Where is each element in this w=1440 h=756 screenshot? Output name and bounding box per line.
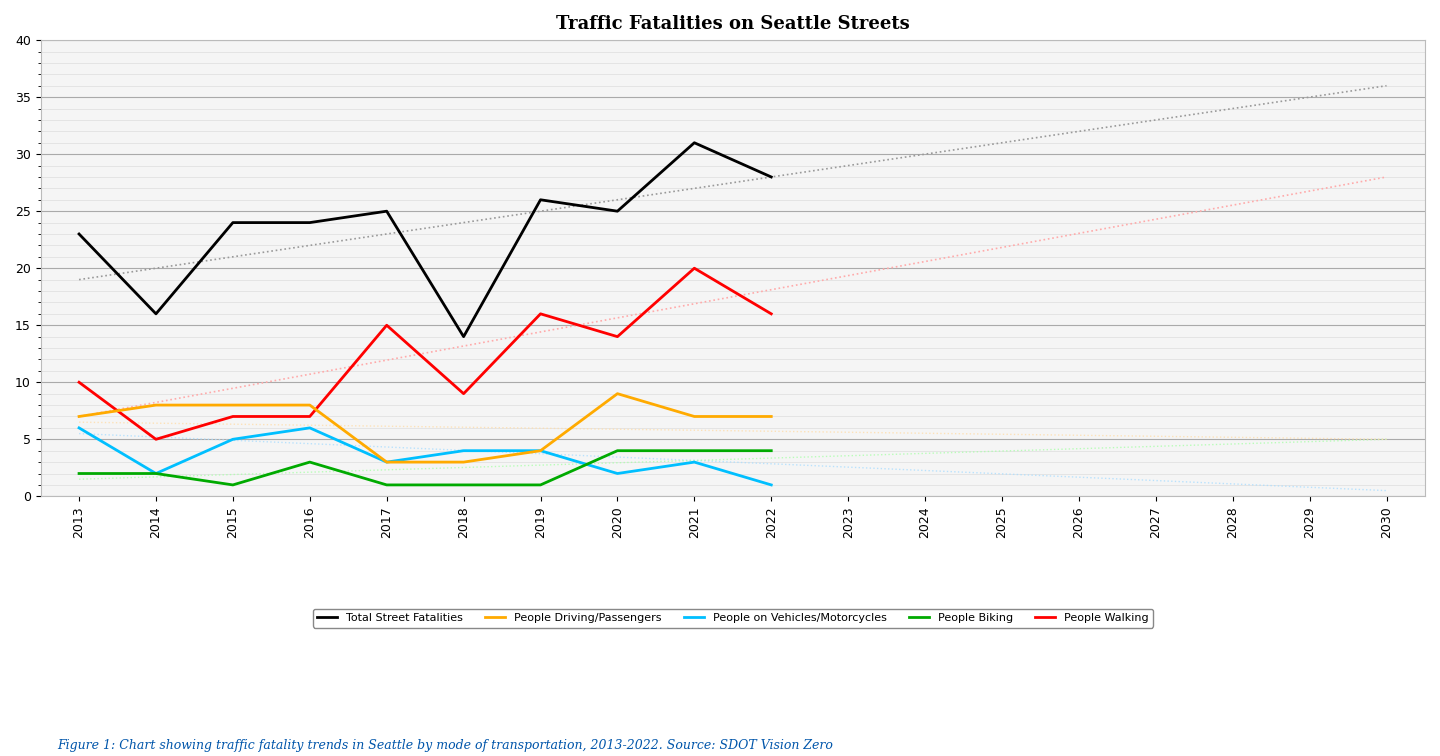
Text: Figure 1: Chart showing traffic fatality trends in Seattle by mode of transporta: Figure 1: Chart showing traffic fatality… — [58, 739, 834, 752]
Title: Traffic Fatalities on Seattle Streets: Traffic Fatalities on Seattle Streets — [556, 15, 910, 33]
Legend: Total Street Fatalities, People Driving/Passengers, People on Vehicles/Motorcycl: Total Street Fatalities, People Driving/… — [312, 609, 1153, 627]
